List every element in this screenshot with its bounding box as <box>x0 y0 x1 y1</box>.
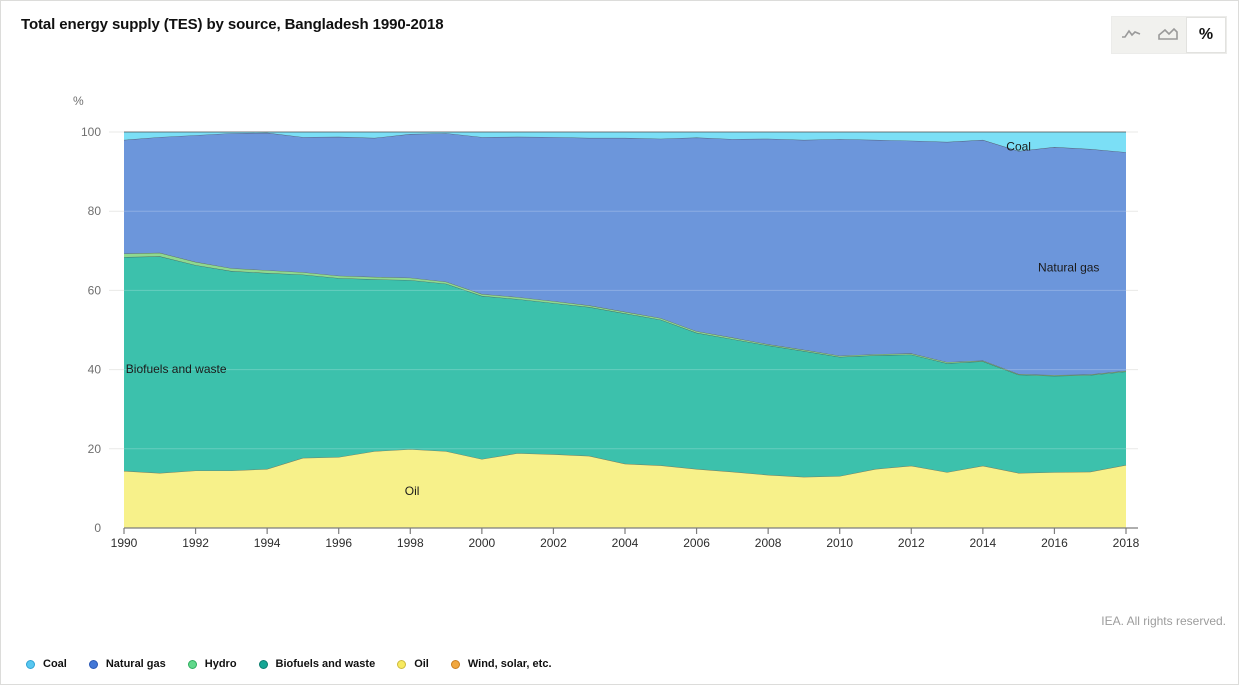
toolbar-button-percent[interactable]: % <box>1186 17 1226 53</box>
legend-dot-oil <box>397 659 407 669</box>
x-tick-label-2004: 2004 <box>612 536 639 550</box>
stacked-area-chart[interactable]: 1990 1992 1994 1996 1998 2000 2002 2004 2006 2008… <box>1 1 1239 601</box>
copyright-credit: IEA. All rights reserved. <box>1101 614 1226 628</box>
series-label-coal: Coal <box>1006 139 1031 153</box>
chart-type-toolbar: % <box>1111 16 1227 54</box>
legend-item-coal[interactable]: Coal <box>26 658 67 670</box>
legend-dot-wind-solar-etc <box>450 659 460 669</box>
legend-item-natural-gas[interactable]: Natural gas <box>88 658 166 670</box>
y-tick-label-60: 60 <box>88 283 102 297</box>
y-tick-label-0: 0 <box>94 521 101 535</box>
x-tick-label-2002: 2002 <box>540 536 567 550</box>
x-tick-label-2012: 2012 <box>898 536 925 550</box>
x-tick-label-1998: 1998 <box>397 536 424 550</box>
x-tick-label-2008: 2008 <box>755 536 782 550</box>
y-tick-label-100: 100 <box>81 125 101 139</box>
legend-label-natural-gas: Natural gas <box>105 658 166 670</box>
x-tick-label-2018: 2018 <box>1113 536 1140 550</box>
legend-item-biofuels-and-waste[interactable]: Biofuels and waste <box>258 658 376 670</box>
x-tick-label-1990: 1990 <box>111 536 138 550</box>
legend-dot-natural-gas <box>88 659 98 669</box>
series-label-oil: Oil <box>405 484 420 498</box>
series-label-natural-gas: Natural gas <box>1038 260 1099 274</box>
x-tick-label-2010: 2010 <box>826 536 853 550</box>
area-chart-icon <box>1157 27 1179 44</box>
y-axis-unit-label: % <box>73 94 84 108</box>
x-tick-label-1994: 1994 <box>254 536 281 550</box>
area-coal <box>124 132 1126 153</box>
line-chart-icon <box>1121 27 1141 43</box>
legend-item-wind-solar-etc[interactable]: Wind, solar, etc. <box>450 658 552 670</box>
y-tick-label-80: 80 <box>88 204 102 218</box>
legend-label-oil: Oil <box>414 658 429 670</box>
chart-legend: Coal Natural gas Hydro Biofuels and waste Oi… <box>26 658 552 670</box>
area-oil <box>124 449 1126 528</box>
x-tick-label-1992: 1992 <box>182 536 209 550</box>
x-tick-label-2000: 2000 <box>469 536 496 550</box>
x-tick-label-2006: 2006 <box>683 536 710 550</box>
x-tick-label-1996: 1996 <box>325 536 352 550</box>
legend-label-hydro: Hydro <box>204 658 237 670</box>
toolbar-button-line[interactable] <box>1112 17 1149 53</box>
legend-item-oil[interactable]: Oil <box>397 658 429 670</box>
toolbar-button-area[interactable] <box>1149 17 1186 53</box>
legend-label-coal: Coal <box>43 658 67 670</box>
percent-icon: % <box>1198 26 1214 43</box>
legend-label-biofuels-and-waste: Biofuels and waste <box>275 658 376 670</box>
area-natural-gas <box>124 132 1126 376</box>
legend-dot-hydro <box>187 659 197 669</box>
page-title: Total energy supply (TES) by source, Ban… <box>21 16 444 33</box>
legend-item-hydro[interactable]: Hydro <box>187 658 237 670</box>
x-tick-label-2014: 2014 <box>970 536 997 550</box>
y-tick-label-20: 20 <box>88 442 102 456</box>
x-tick-label-2016: 2016 <box>1041 536 1068 550</box>
legend-label-wind-solar-etc: Wind, solar, etc. <box>467 658 552 670</box>
area-biofuels-and-waste <box>124 256 1126 477</box>
y-tick-label-40: 40 <box>88 363 102 377</box>
series-label-biofuels-and-waste: Biofuels and waste <box>126 362 227 376</box>
legend-dot-coal <box>26 659 35 669</box>
legend-dot-biofuels-and-waste <box>258 659 268 669</box>
